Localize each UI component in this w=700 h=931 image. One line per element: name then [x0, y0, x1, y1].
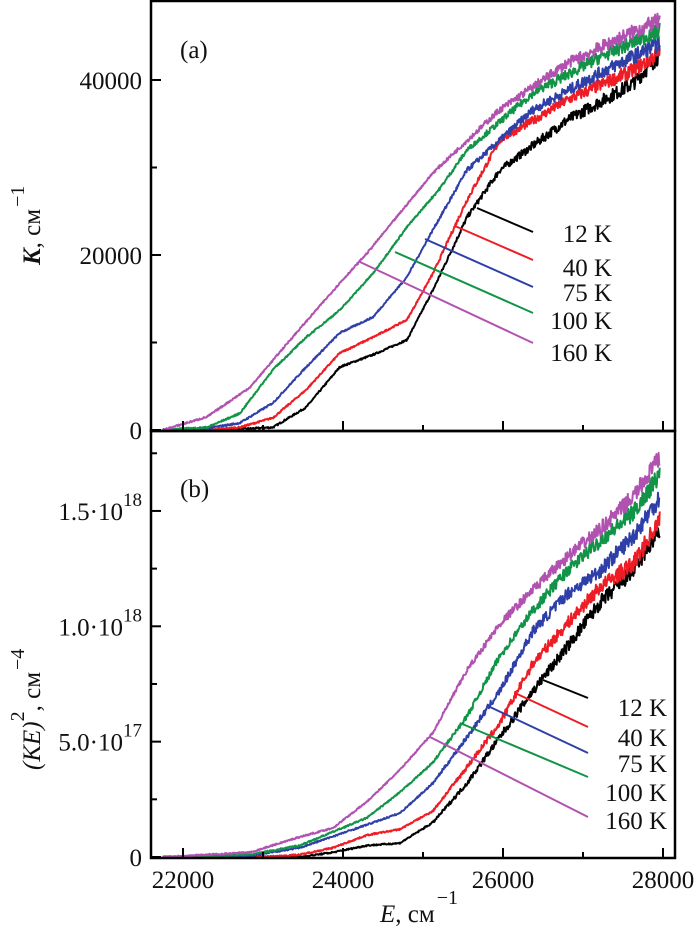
- y-tick-label-a: 0: [130, 418, 143, 445]
- y-axis-title-a-exp: −1: [7, 186, 29, 207]
- y-tick-label-mantissa: 1.5·10: [58, 499, 123, 526]
- series-line-a-12k: [162, 47, 661, 432]
- legend-leader-a-40k: [454, 225, 534, 261]
- legend-leader-b-100k: [459, 722, 589, 778]
- y-axis-title-b: (KE)2, cм−4: [7, 649, 46, 770]
- x-tick-label: 22000: [152, 867, 215, 894]
- legend-leader-a-12k: [476, 207, 534, 233]
- x-tick-label: 26000: [472, 867, 535, 894]
- y-tick-label-mantissa: 5.0·10: [58, 730, 123, 757]
- series-line-b-100k: [162, 467, 661, 859]
- x-tick-label: 24000: [312, 867, 375, 894]
- series-line-a-160k: [162, 12, 661, 432]
- text-layer: (a) (b) K, cм−1 (KE)2, cм−4 E, cм−1 0200…: [7, 37, 694, 928]
- y-tick-label-b: 1.5·1018: [58, 490, 142, 526]
- y-tick-label-b: 0: [130, 845, 143, 872]
- series-line-b-160k: [162, 451, 661, 859]
- legend-leader-a-75k: [424, 238, 534, 288]
- y-tick-label-mantissa: 1.0·10: [58, 614, 123, 641]
- panel-b-label: (b): [180, 476, 209, 503]
- legend-label-a-12k: 12 K: [563, 221, 612, 248]
- x-axis-title: E, cм−1: [379, 887, 458, 928]
- series-line-a-100k: [162, 22, 661, 432]
- legend-leader-b-40k: [514, 692, 589, 728]
- legend-label-b-100k: 100 K: [605, 780, 667, 807]
- series-line-b-40k: [162, 511, 661, 859]
- y-axis-title-a-symbol: K: [19, 246, 46, 266]
- x-axis-title-unit: , cм: [395, 901, 435, 928]
- legend-label-b-40k: 40 K: [618, 725, 667, 752]
- y-tick-label-a: 40000: [80, 68, 143, 95]
- y-tick-label-b: 1.0·1018: [58, 605, 142, 641]
- curves-layer: [162, 12, 661, 859]
- y-tick-label-b: 5.0·1017: [58, 721, 142, 757]
- legend-label-a-100k: 100 K: [550, 308, 612, 335]
- legend-leader-b-160k: [429, 736, 589, 818]
- y-tick-label-mantissa: 0: [130, 845, 143, 872]
- y-axis-title-a-unit: , cм: [19, 209, 46, 249]
- series-line-a-75k: [162, 35, 661, 432]
- y-tick-label-exponent: 18: [123, 490, 142, 511]
- series-line-a-40k: [162, 46, 661, 432]
- x-axis-title-symbol: E: [379, 901, 395, 928]
- panel-a-label: (a): [180, 37, 208, 64]
- legend-label-a-40k: 40 K: [563, 255, 612, 282]
- y-tick-label-exponent: 17: [123, 721, 142, 742]
- legend-leader-b-12k: [542, 679, 589, 699]
- legend-label-b-12k: 12 K: [618, 695, 667, 722]
- axes-layer: [149, 0, 677, 860]
- legend-label-a-75k: 75 K: [563, 280, 612, 307]
- legend-label-b-160k: 160 K: [605, 808, 667, 835]
- plot-frame-b: [149, 429, 677, 860]
- y-axis-title-b-sup: 2: [7, 711, 29, 721]
- legend-leader-b-75k: [489, 706, 589, 754]
- legend-label-b-75k: 75 K: [618, 751, 667, 778]
- x-tick-label: 28000: [632, 867, 695, 894]
- y-axis-title-b-unit: , cм: [19, 672, 46, 712]
- y-tick-label-a: 20000: [80, 243, 143, 270]
- legend-leader-a-160k: [359, 261, 534, 344]
- y-axis-title-b-symbol: (KE): [19, 721, 46, 770]
- y-axis-title-a: K, cм−1: [7, 186, 46, 266]
- x-axis-title-exp: −1: [437, 887, 458, 909]
- y-axis-title-b-exp: −4: [7, 649, 29, 670]
- legend-leader-a-100k: [394, 251, 534, 314]
- legend-label-a-160k: 160 K: [550, 340, 612, 367]
- y-tick-label-exponent: 18: [123, 605, 142, 626]
